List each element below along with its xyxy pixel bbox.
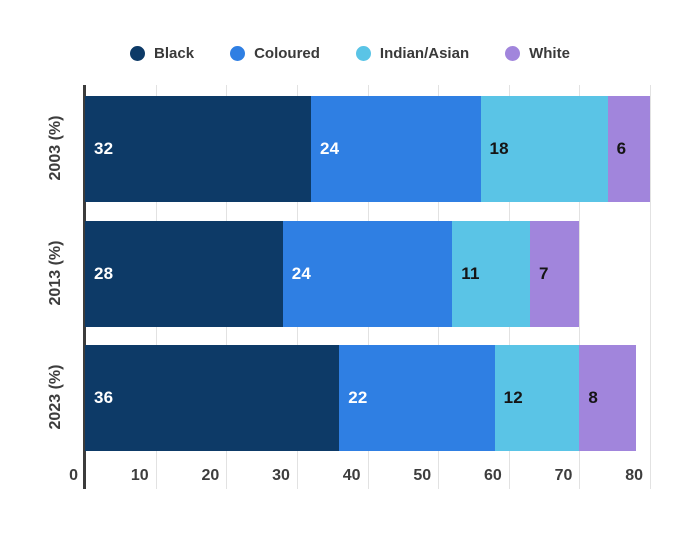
value-label: 22 (348, 388, 368, 407)
legend-item-indian-asian: Indian/Asian (355, 44, 470, 62)
category-label-2023: 2023 (%) (47, 364, 64, 430)
value-label: 7 (538, 264, 549, 283)
coloured-legend-circle-icon (230, 45, 246, 61)
value-label: 24 (320, 139, 340, 158)
x-tick-label-50: 50 (413, 467, 432, 484)
bar-segment-coloured: 24 (311, 96, 481, 202)
value-label: 24 (291, 264, 312, 283)
value-label: 36 (94, 388, 114, 407)
chart-legend: Black Coloured Indian/Asian White (0, 37, 700, 69)
legend-item-coloured: Coloured (230, 45, 320, 62)
bar-segment-indian-asian: 18 (480, 96, 608, 202)
bar-segment-indian-asian: 12 (494, 345, 580, 451)
x-tick-label-0: 0 (69, 467, 78, 484)
bar-segment-black: 28 (85, 221, 283, 327)
x-tick-label-20: 20 (201, 467, 220, 484)
bar-segment-white: 8 (579, 345, 636, 451)
x-tick-label-40: 40 (342, 467, 361, 484)
indian-asian-legend-circle-icon (355, 45, 371, 61)
bar-segment-black: 36 (85, 345, 340, 451)
white-legend-circle-icon (505, 45, 521, 61)
x-tick-label-80: 80 (625, 467, 643, 484)
legend-item-black: Black (130, 45, 194, 62)
bar-segment-coloured: 24 (282, 221, 453, 327)
bar-row-2013: 28 24 11 7 (85, 221, 580, 327)
value-label: 11 (461, 264, 480, 283)
black-legend-circle-icon (130, 45, 146, 61)
legend-label-coloured: Coloured (254, 44, 320, 62)
legend-label-black: Black (154, 44, 195, 62)
bar-segment-indian-asian: 11 (452, 221, 530, 327)
legend-label-white: White (529, 44, 570, 62)
legend-label-indian-asian: Indian/Asian (379, 44, 470, 62)
legend-item-white: White (505, 45, 570, 62)
y-axis-line (83, 85, 86, 489)
value-label: 28 (94, 264, 114, 283)
value-label: 18 (489, 139, 509, 158)
gridline-80 (650, 85, 651, 489)
x-tick-label-60: 60 (483, 467, 502, 484)
bar-segment-black: 32 (85, 96, 311, 202)
x-tick-label-30: 30 (272, 467, 290, 484)
gridline-70 (579, 85, 581, 489)
bar-row-2023: 36 22 12 8 (85, 345, 636, 451)
bar-segment-white: 7 (529, 221, 580, 327)
bar-segment-white: 6 (607, 96, 650, 202)
value-label: 6 (616, 139, 627, 158)
bar-segment-coloured: 22 (339, 345, 495, 451)
value-label: 32 (94, 139, 114, 158)
value-label: 12 (503, 388, 523, 407)
category-label-2003: 2003 (%) (47, 115, 64, 181)
x-tick-label-70: 70 (554, 467, 573, 484)
value-label: 8 (588, 388, 599, 407)
x-tick-label-10: 10 (130, 467, 149, 484)
bar-row-2003: 32 24 18 6 (85, 96, 650, 202)
category-label-2013: 2013 (%) (47, 240, 64, 306)
